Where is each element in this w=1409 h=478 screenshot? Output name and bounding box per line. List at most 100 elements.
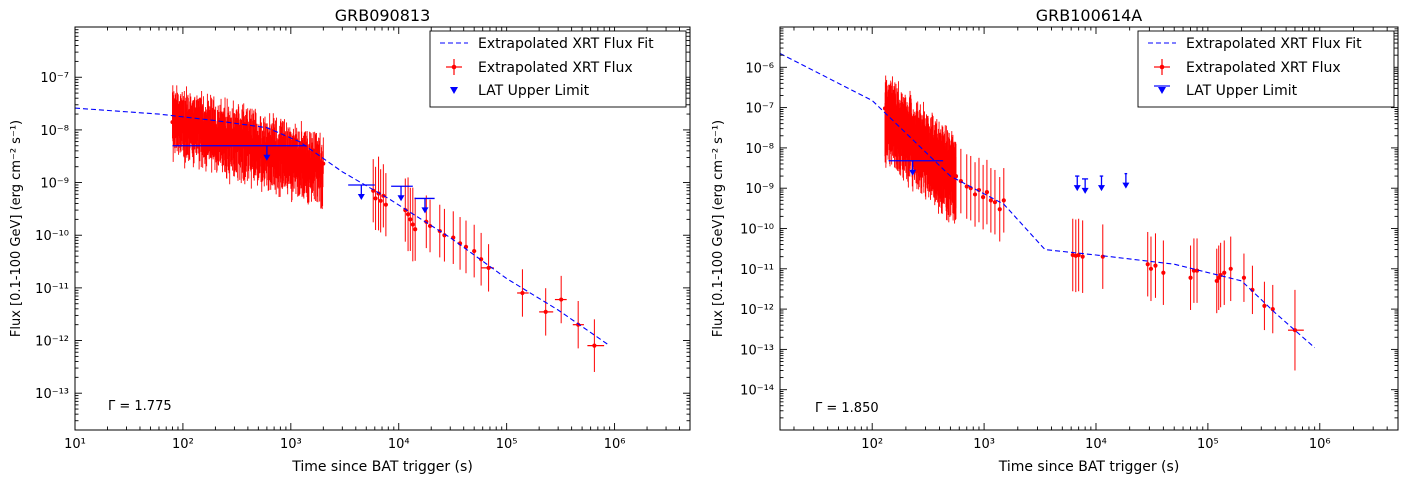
flux-point: [231, 139, 236, 144]
legend-ul-swatch: [1158, 87, 1166, 94]
x-tick-label: 10¹: [64, 437, 86, 452]
flux-point: [940, 162, 945, 167]
flux-point: [1191, 268, 1197, 273]
legend: Extrapolated XRT Flux Fit Extrapolated XR…: [1137, 30, 1395, 108]
y-tick-label: 10⁻⁸: [40, 124, 69, 139]
flux-point: [170, 120, 175, 125]
y-axis: 10⁻¹³ 10⁻¹² 10⁻¹¹ 10⁻¹⁰ 10⁻⁹ 10⁻⁸ 10⁻⁷: [35, 26, 690, 431]
chart-panel-1: 10¹ 10² 10³ 10⁴ 10⁵ 10⁶10⁻¹³10⁻¹²10⁻¹¹10⁻¹⁰10…: [9, 6, 691, 475]
flux-point: [198, 125, 203, 130]
flux-point: [271, 151, 276, 156]
flux-point: [1161, 270, 1166, 275]
flux-point: [413, 227, 418, 232]
legend-flux-swatch: [1159, 64, 1165, 70]
flux-point: [373, 196, 378, 201]
flux-point: [1228, 266, 1233, 271]
y-tick-label: 10⁻⁸: [745, 142, 774, 157]
upper-limit: [1081, 178, 1089, 194]
legend-box: [1137, 30, 1395, 108]
flux-point: [953, 173, 959, 179]
y-tick-label: 10⁻¹⁴: [740, 384, 774, 399]
flux-point: [1214, 278, 1219, 284]
chart-title: GRB100614A: [1036, 6, 1143, 25]
flux-point: [254, 146, 259, 151]
y-tick-label: 10⁻⁶: [745, 61, 774, 76]
upper-limit: [348, 184, 375, 200]
upper-limit: [172, 145, 307, 161]
y-tick-label: 10⁻¹⁰: [35, 229, 69, 244]
flux-point: [408, 217, 413, 222]
flux-point: [919, 138, 924, 143]
y-tick-label: 10⁻¹¹: [740, 263, 774, 278]
flux-point: [287, 157, 292, 162]
x-axis-label: Time since BAT trigger (s): [998, 459, 1180, 475]
fit-curve: [780, 53, 1316, 349]
x-axis: 10² 10³ 10⁴ 10⁵ 10⁶: [793, 27, 1399, 452]
flux-point: [259, 146, 264, 151]
flux-point: [890, 124, 895, 129]
fit-curve: [75, 107, 610, 347]
flux-point: [1153, 263, 1158, 268]
flux-point: [1080, 254, 1085, 259]
flux-point: [203, 128, 208, 133]
flux-point: [310, 156, 315, 161]
flux-point: [276, 150, 281, 155]
flux-point: [304, 156, 309, 161]
x-tick-label: 10⁵: [496, 437, 518, 452]
flux-point: [410, 222, 415, 227]
x-tick-label: 10⁴: [388, 437, 410, 452]
x-tick-label: 10³: [973, 437, 995, 452]
flux-point: [181, 116, 186, 121]
flux-point: [893, 116, 898, 121]
flux-point: [935, 154, 940, 159]
flux-point: [215, 131, 220, 136]
chart-panel-2: 10² 10³ 10⁴ 10⁵ 10⁶ 10⁻¹⁴ 10⁻¹³ 10⁻¹² 10⁻¹¹ 10⁻¹⁰…: [711, 6, 1399, 475]
legend-label-ul: LAT Upper Limit: [478, 83, 590, 99]
x-tick-label: 10⁶: [604, 437, 626, 452]
flux-point: [946, 162, 951, 167]
flux-point: [378, 198, 383, 203]
flux-point: [1270, 307, 1275, 312]
upper-limit: [888, 160, 944, 176]
flux-point: [951, 170, 956, 175]
flux-point: [1262, 303, 1267, 309]
flux-point: [885, 117, 890, 122]
y-tick-label: 10⁻¹²: [740, 303, 774, 318]
flux-point: [1188, 275, 1193, 280]
flux-point: [981, 195, 986, 200]
legend-label-fit: Extrapolated XRT Flux Fit: [1186, 36, 1362, 52]
x-tick-label: 10⁶: [1309, 437, 1331, 452]
plot-area: [780, 53, 1316, 371]
flux-point: [901, 131, 906, 136]
flux-point: [226, 139, 231, 144]
flux-point: [1241, 275, 1247, 280]
flux-point: [405, 212, 411, 217]
upper-limit: [1097, 175, 1105, 192]
flux-point: [988, 198, 993, 203]
x-axis-label: Time since BAT trigger (s): [291, 459, 473, 475]
flux-point: [992, 200, 998, 205]
flux-point: [298, 161, 303, 166]
upper-limit: [391, 185, 413, 202]
upper-limit: [1073, 175, 1081, 192]
flux-point: [237, 138, 242, 143]
y-tick-label: 10⁻¹²: [35, 335, 69, 350]
flux-point: [293, 152, 298, 157]
y-axis-label: Flux [0.1-100 GeV] (erg cm⁻² s⁻¹): [711, 120, 726, 337]
y-axis-label: Flux [0.1-100 GeV] (erg cm⁻² s⁻¹): [9, 120, 24, 337]
y-tick-label: 10⁻¹³: [35, 387, 69, 402]
flux-point: [1100, 254, 1105, 259]
x-tick-label: 10³: [280, 437, 302, 452]
flux-point: [997, 207, 1002, 212]
axes-frame: [74, 26, 691, 431]
flux-point: [909, 128, 914, 133]
x-tick-label: 10⁵: [1197, 437, 1219, 452]
legend-label-flux: Extrapolated XRT Flux: [478, 60, 633, 76]
flux-point: [930, 147, 935, 152]
flux-point: [383, 202, 388, 207]
y-axis: 10⁻¹⁴ 10⁻¹³ 10⁻¹² 10⁻¹¹ 10⁻¹⁰ 10⁻⁹ 10⁻⁸ 10⁻⁷ 10⁻…: [740, 26, 1398, 431]
x-tick-label: 10²: [172, 437, 194, 452]
y-tick-label: 10⁻⁹: [40, 177, 69, 192]
flux-point: [243, 141, 248, 146]
y-tick-label: 10⁻¹³: [740, 343, 774, 358]
